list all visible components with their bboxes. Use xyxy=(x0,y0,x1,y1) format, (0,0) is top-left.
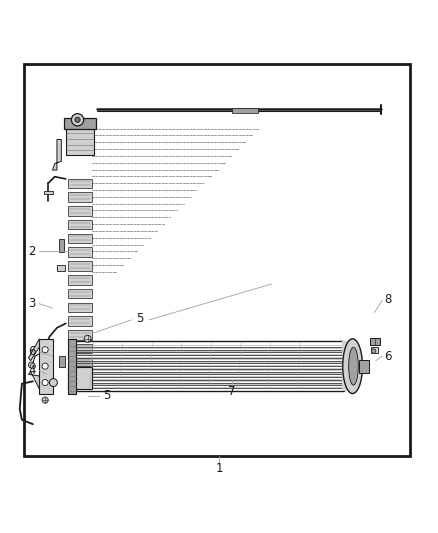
Circle shape xyxy=(49,378,57,386)
Circle shape xyxy=(42,397,48,403)
Circle shape xyxy=(371,349,376,353)
Text: 5: 5 xyxy=(104,389,111,402)
Circle shape xyxy=(30,364,35,369)
Bar xyxy=(68,330,92,340)
Ellipse shape xyxy=(349,348,358,385)
Bar xyxy=(72,341,344,391)
Bar xyxy=(66,126,94,155)
Bar xyxy=(68,339,76,393)
Circle shape xyxy=(71,114,84,126)
Circle shape xyxy=(42,379,48,386)
Bar xyxy=(68,303,92,312)
Text: 5: 5 xyxy=(137,312,144,325)
Bar xyxy=(68,206,92,215)
Text: 4: 4 xyxy=(28,364,36,377)
Polygon shape xyxy=(28,339,39,361)
Bar xyxy=(68,317,92,326)
Bar xyxy=(68,275,92,285)
Bar xyxy=(359,360,369,373)
Ellipse shape xyxy=(343,339,363,393)
Text: 8: 8 xyxy=(384,293,391,306)
Circle shape xyxy=(42,346,48,353)
Bar xyxy=(68,247,92,257)
Bar xyxy=(57,265,65,271)
Bar xyxy=(232,108,258,113)
Text: 3: 3 xyxy=(28,297,35,310)
Bar xyxy=(44,191,53,194)
Text: 2: 2 xyxy=(28,245,36,257)
Circle shape xyxy=(42,363,48,369)
Bar xyxy=(59,356,65,367)
Polygon shape xyxy=(53,140,61,170)
Text: 7: 7 xyxy=(228,385,236,398)
Bar xyxy=(68,192,92,202)
Bar xyxy=(64,118,96,128)
Text: 1: 1 xyxy=(215,462,223,475)
Bar xyxy=(24,64,410,456)
Circle shape xyxy=(84,335,91,342)
Bar xyxy=(68,367,92,389)
Bar xyxy=(68,220,92,229)
Text: 6: 6 xyxy=(28,345,36,358)
Circle shape xyxy=(28,362,35,368)
Bar xyxy=(68,344,92,353)
Polygon shape xyxy=(28,372,39,389)
Bar xyxy=(68,289,92,298)
Bar xyxy=(59,239,64,253)
Bar xyxy=(68,358,92,367)
Bar xyxy=(68,179,92,188)
Bar xyxy=(39,339,53,393)
Bar xyxy=(370,338,380,345)
Text: 6: 6 xyxy=(384,350,392,363)
Bar xyxy=(371,346,378,353)
Bar xyxy=(68,261,92,271)
Bar xyxy=(68,233,92,243)
Circle shape xyxy=(75,117,80,123)
Bar xyxy=(342,341,353,391)
